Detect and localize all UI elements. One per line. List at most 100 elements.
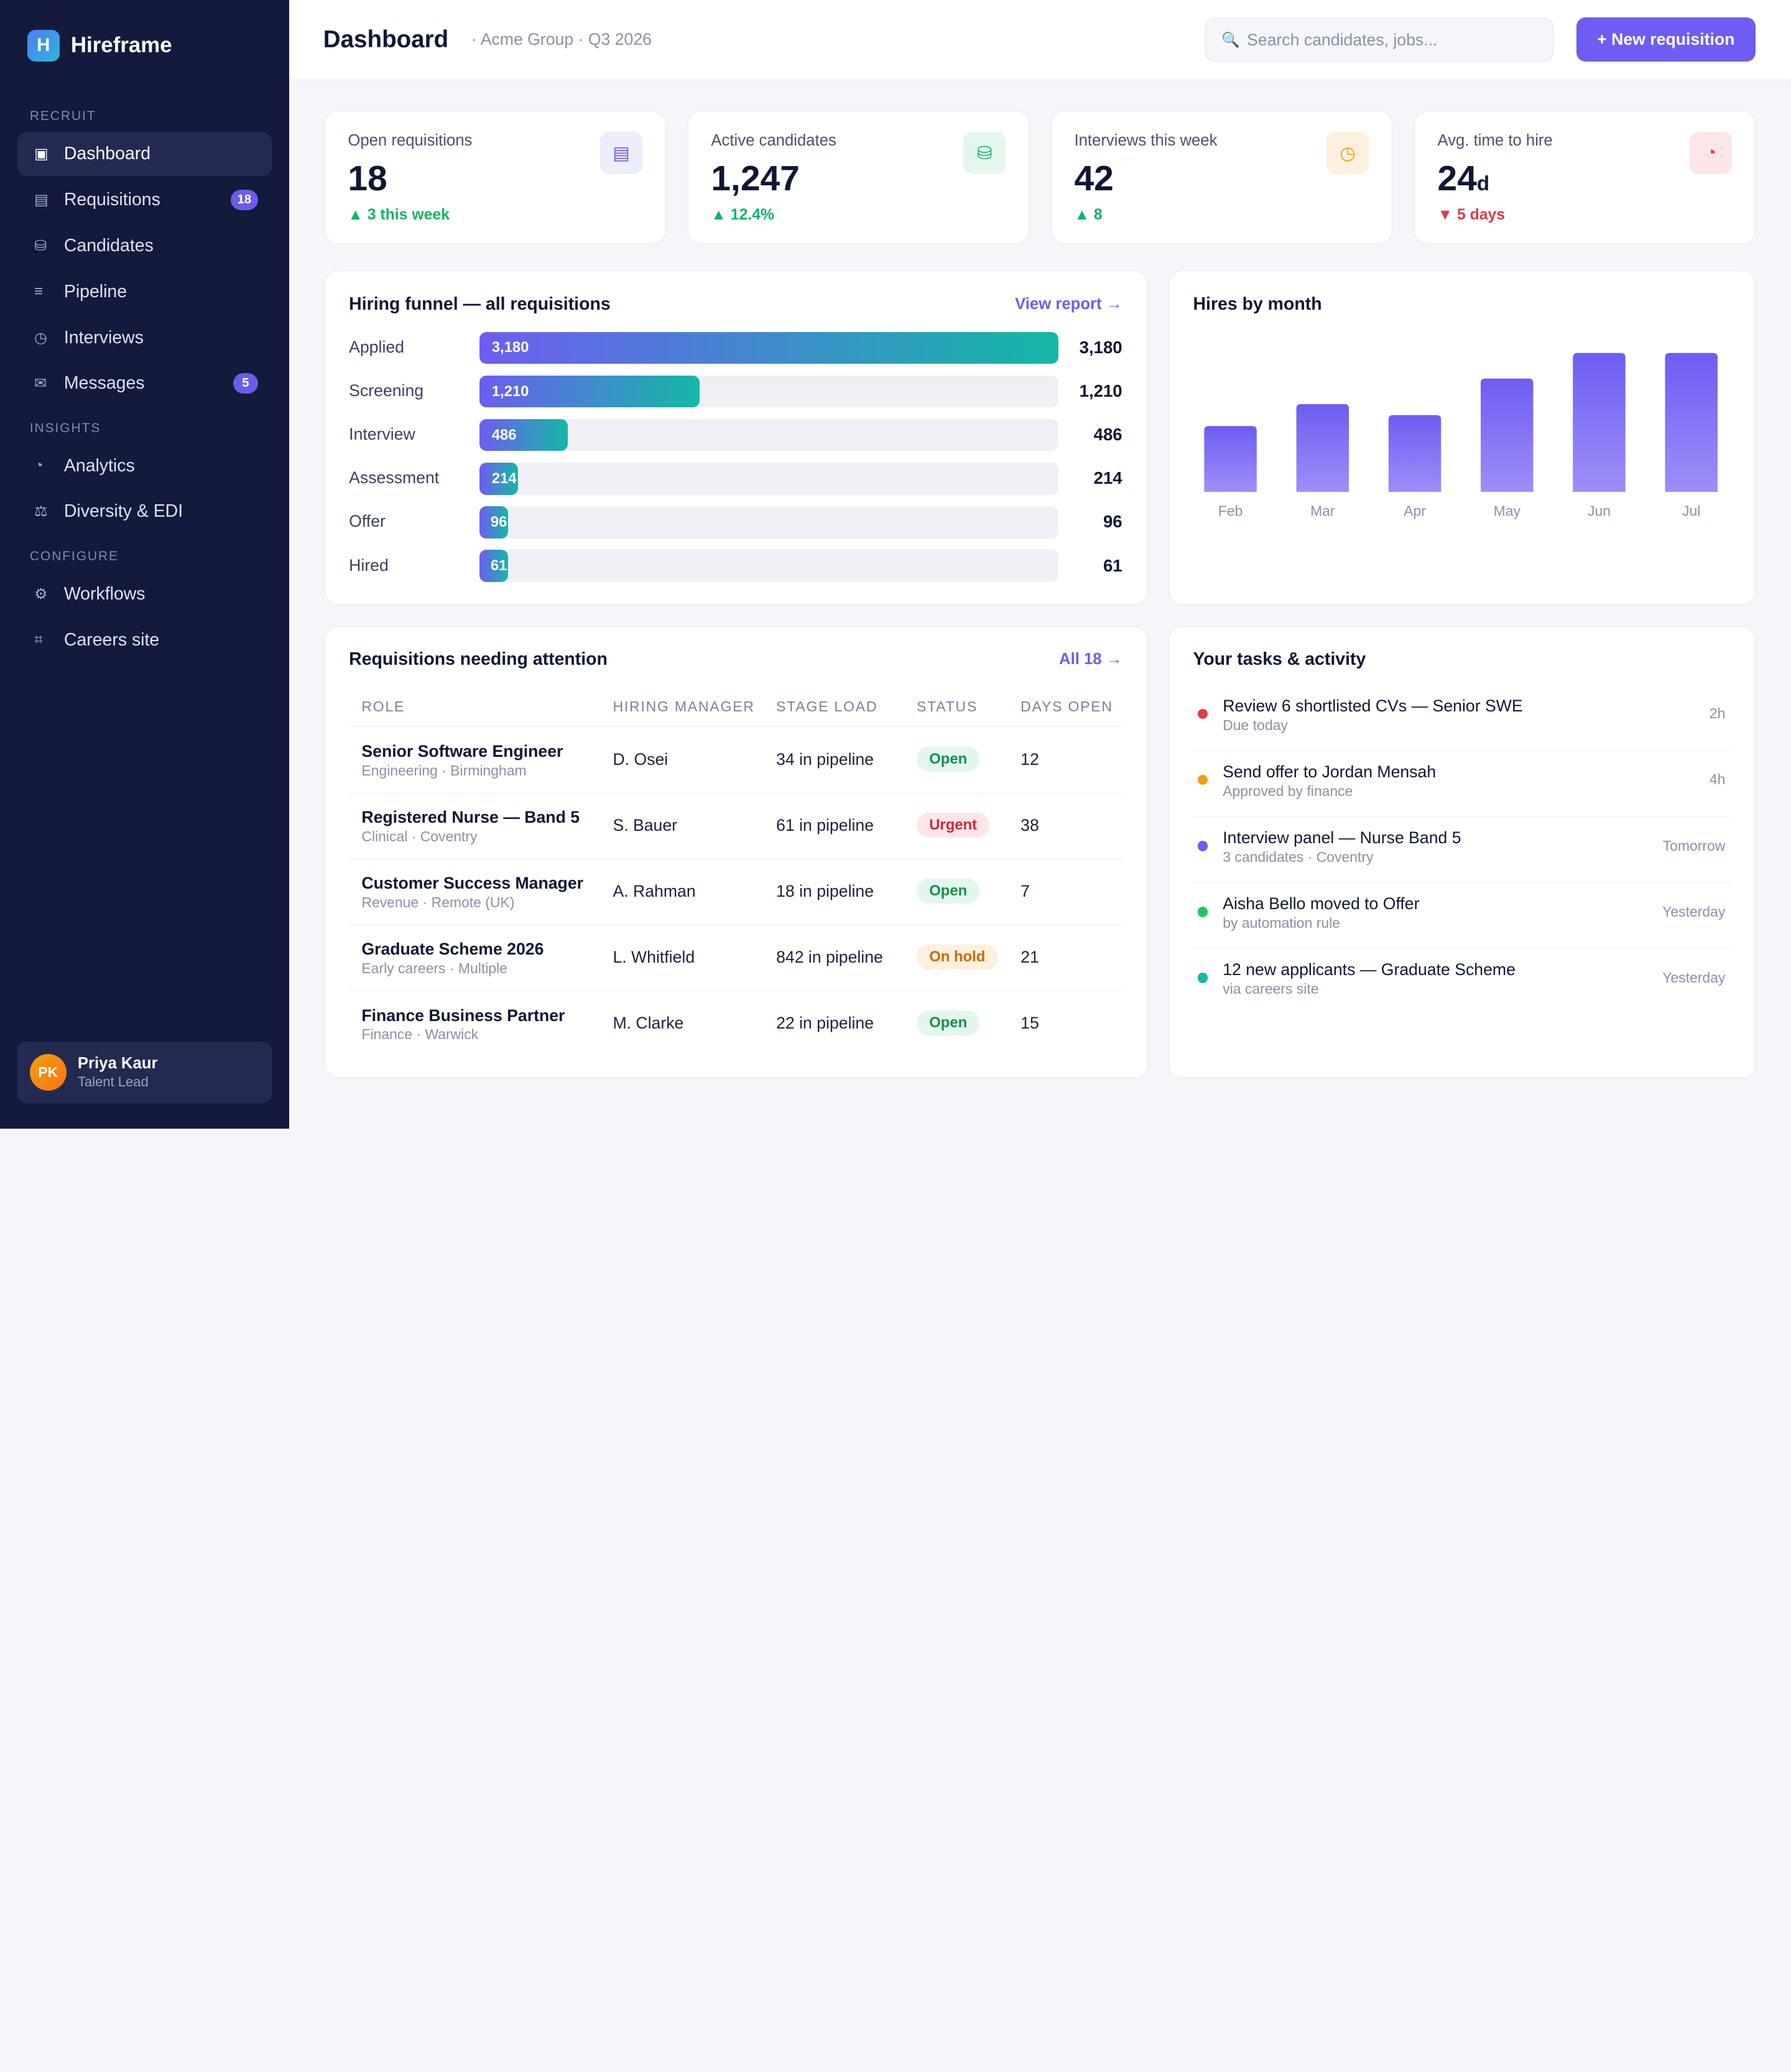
sidebar-item-diversity-edi[interactable]: ⚖ Diversity & EDI — [17, 490, 272, 534]
avatar: PK — [29, 1054, 67, 1091]
kpi-label: Active candidates — [711, 132, 836, 150]
funnel-bar: 214 — [479, 463, 519, 495]
new-requisition-button[interactable]: + New requisition — [1576, 17, 1756, 62]
sidebar-item-label: Messages — [63, 373, 145, 394]
sidebar-item-analytics[interactable]: ◔ Analytics — [17, 444, 272, 488]
dashboard-icon: ▣ — [34, 146, 49, 163]
nav-section-configure: CONFIGURE — [29, 548, 119, 563]
table-row[interactable]: Finance Business Partner Finance · Warwic… — [349, 991, 1122, 1058]
brand-name: Hireframe — [70, 33, 172, 58]
main-content: Dashboard · Acme Group · Q3 2026 🔍 + New… — [289, 0, 1791, 1129]
role-title[interactable]: Finance Business Partner — [361, 1006, 565, 1025]
funnel-row-offer[interactable]: Offer 96 96 — [349, 506, 1122, 539]
table-row[interactable]: Senior Software Engineer Engineering · Bi… — [349, 727, 1122, 793]
task-item[interactable]: 12 new applicants — Graduate Scheme via c… — [1193, 949, 1729, 1015]
table-row[interactable]: Customer Success Manager Revenue · Remote… — [349, 859, 1122, 925]
sidebar-item-interviews[interactable]: ◷ Interviews — [17, 316, 272, 359]
hires-by-month-card: Hires by month Feb Mar Apr May Jun Jul — [1168, 271, 1756, 606]
search-input[interactable] — [1247, 30, 1533, 50]
table-row[interactable]: Graduate Scheme 2026 Early careers · Mult… — [349, 925, 1122, 992]
workflows-icon: ⚙ — [34, 585, 48, 603]
bar-jun[interactable] — [1573, 353, 1626, 492]
sidebar-item-label: Careers site — [63, 629, 160, 650]
sidebar-item-label: Analytics — [63, 455, 135, 476]
column-header-status[interactable]: STATUS — [917, 698, 978, 715]
funnel-stage-count: 214 — [1093, 468, 1122, 488]
kpi-label: Avg. time to hire — [1437, 132, 1553, 150]
topbar: Dashboard · Acme Group · Q3 2026 🔍 + New… — [289, 0, 1791, 80]
column-header-role[interactable]: ROLE — [361, 698, 405, 715]
search-box[interactable]: 🔍 — [1205, 18, 1553, 62]
task-subtitle: 3 candidates · Coventry — [1223, 848, 1374, 865]
role-cell: Finance Business Partner Finance · Warwic… — [361, 1006, 565, 1043]
funnel-row-applied[interactable]: Applied 3,180 3,180 — [349, 331, 1122, 364]
kpi-delta: ▲ 12.4% — [711, 206, 775, 223]
sidebar-item-requisitions[interactable]: ▤ Requisitions 18 — [17, 178, 272, 222]
x-tick-label: Jul — [1683, 502, 1701, 519]
bar-may[interactable] — [1481, 378, 1534, 492]
task-title: Send offer to Jordan Mensah — [1223, 762, 1437, 781]
bar-mar[interactable] — [1297, 404, 1349, 492]
sidebar-item-label: Interviews — [63, 327, 144, 348]
funnel-track: 486 — [479, 419, 1058, 451]
candidates-icon: ⛁ — [34, 238, 47, 255]
x-tick-label: Jun — [1588, 502, 1611, 519]
task-title: Review 6 shortlisted CVs — Senior SWE — [1223, 696, 1523, 715]
column-header-hiring-manager[interactable]: HIRING MANAGER — [613, 698, 755, 715]
funnel-row-interview[interactable]: Interview 486 486 — [349, 419, 1122, 451]
funnel-stage-count: 486 — [1093, 425, 1122, 445]
sidebar-item-candidates[interactable]: ⛁ Candidates — [17, 224, 272, 268]
funnel-bar: 3,180 — [479, 331, 1058, 364]
all-requisitions-link[interactable]: All 18 → — [1059, 650, 1122, 668]
table-row[interactable]: Registered Nurse — Band 5 Clinical · Cove… — [349, 793, 1122, 859]
sidebar-item-workflows[interactable]: ⚙ Workflows — [17, 572, 272, 616]
role-title[interactable]: Graduate Scheme 2026 — [361, 940, 544, 959]
task-subtitle: via careers site — [1223, 981, 1319, 997]
kpi-number: 24 — [1437, 159, 1477, 199]
funnel-row-assessment[interactable]: Assessment 214 214 — [349, 463, 1122, 495]
task-item[interactable]: Aisha Bello moved to Offer by automation … — [1193, 883, 1730, 950]
bar-feb[interactable] — [1204, 425, 1257, 492]
funnel-row-hired[interactable]: Hired 61 61 — [349, 550, 1122, 582]
status-badge: Open — [917, 746, 980, 772]
task-time: Yesterday — [1662, 903, 1726, 920]
clock-icon: ◷ — [1326, 132, 1369, 175]
tasks-activity-card: Your tasks & activity Review 6 shortlist… — [1168, 626, 1756, 1078]
bar-apr[interactable] — [1389, 415, 1442, 492]
role-cell: Customer Success Manager Revenue · Remote… — [361, 874, 583, 911]
kpi-value: 18 — [348, 158, 387, 199]
funnel-stage-label: Offer — [349, 512, 386, 531]
sidebar-item-dashboard[interactable]: ▣ Dashboard — [17, 132, 272, 176]
funnel-stage-count: 3,180 — [1079, 337, 1122, 357]
funnel-track: 1,210 — [479, 375, 1058, 408]
analytics-icon: ◔ — [34, 457, 44, 474]
nav-section-recruit: RECRUIT — [29, 109, 96, 124]
sidebar-item-label: Dashboard — [63, 144, 151, 164]
user-profile[interactable]: PK Priya Kaur Talent Lead — [17, 1042, 272, 1104]
role-title[interactable]: Senior Software Engineer — [361, 742, 563, 761]
funnel-row-screening[interactable]: Screening 1,210 1,210 — [349, 375, 1122, 408]
page-subtitle: · Acme Group · Q3 2026 — [471, 30, 652, 49]
kpi-card-interviews-this-week: Interviews this week 42 ▲ 8 ◷ — [1050, 111, 1392, 245]
column-header-stage-load[interactable]: STAGE LOAD — [776, 698, 878, 715]
task-item[interactable]: Send offer to Jordan Mensah Approved by f… — [1193, 751, 1730, 817]
role-title[interactable]: Customer Success Manager — [361, 874, 583, 893]
sidebar-item-messages[interactable]: ✉ Messages 5 — [17, 362, 272, 405]
days-open-cell: 38 — [1020, 816, 1039, 835]
sidebar-item-pipeline[interactable]: ≡ Pipeline — [17, 270, 272, 313]
column-header-days-open[interactable]: DAYS OPEN — [1020, 698, 1113, 715]
sidebar-item-careers-site[interactable]: ⌗ Careers site — [17, 618, 272, 662]
role-cell: Registered Nurse — Band 5 Clinical · Cove… — [361, 808, 580, 845]
brand[interactable]: H Hireframe — [0, 0, 289, 91]
funnel-bar: 486 — [479, 419, 568, 451]
funnel-bar: 61 — [479, 550, 509, 582]
bar-jul[interactable] — [1665, 353, 1718, 492]
hiring-manager-cell: D. Osei — [613, 749, 669, 769]
role-title[interactable]: Registered Nurse — Band 5 — [361, 808, 580, 827]
view-report-link[interactable]: View report → — [1015, 295, 1122, 313]
profile-name: Priya Kaur — [77, 1055, 158, 1073]
task-item[interactable]: Review 6 shortlisted CVs — Senior SWE Due… — [1193, 685, 1730, 751]
days-open-cell: 21 — [1020, 948, 1039, 967]
funnel-stage-count: 1,210 — [1079, 381, 1122, 400]
